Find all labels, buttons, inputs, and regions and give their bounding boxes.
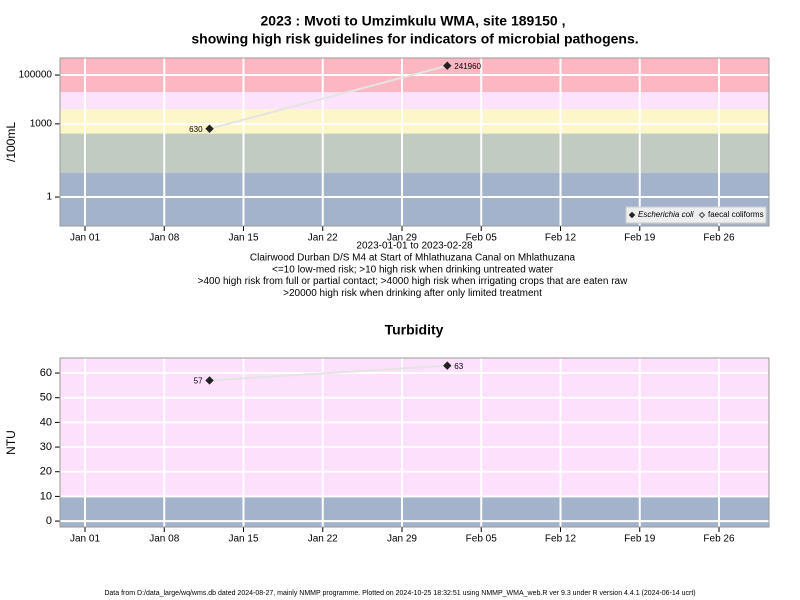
x-tick-label: Feb 12	[545, 534, 577, 545]
chart-title: 2023 : Mvoti to Umzimkulu WMA, site 1891…	[261, 13, 566, 29]
y-tick-label: 60	[40, 367, 52, 379]
y-tick-label: 0	[46, 515, 52, 527]
data-line	[209, 364, 448, 382]
risk-band	[60, 133, 769, 173]
x-tick-label: Jan 01	[70, 534, 100, 545]
x-tick-label: Jan 08	[149, 233, 179, 244]
x-tick-label: Jan 29	[387, 534, 417, 545]
risk-band	[60, 92, 769, 110]
note: Clairwood Durban D/S M4 at Start of Mhla…	[250, 253, 576, 264]
legend-label: faecal coliforms	[708, 210, 764, 219]
x-tick-label: Jan 01	[70, 233, 100, 244]
risk-band	[60, 496, 769, 527]
data-point	[443, 61, 452, 70]
chart-subtitle: showing high risk guidelines for indicat…	[191, 31, 638, 47]
plot-frame	[59, 357, 770, 528]
x-tick-label: Feb 05	[466, 534, 498, 545]
y-tick-label: 30	[40, 441, 52, 453]
data-point	[443, 361, 452, 370]
risk-band	[60, 358, 769, 497]
data-label: 63	[454, 362, 463, 371]
x-tick-label: Jan 15	[228, 233, 258, 244]
plot-frame	[59, 57, 770, 227]
x-tick-label: Feb 26	[703, 233, 735, 244]
note: <=10 low-med risk; >10 high risk when dr…	[272, 264, 554, 275]
y-tick-label: 1000	[30, 118, 53, 129]
legend-box	[625, 206, 767, 224]
y-tick-label: 10	[40, 490, 52, 502]
x-tick-label: Jan 22	[308, 534, 338, 545]
data-point	[205, 124, 214, 133]
y-tick-label: 100000	[19, 70, 53, 81]
y-axis-label: /100mL	[4, 122, 18, 162]
x-tick-label: Feb 05	[466, 233, 498, 244]
x-tick-label: Feb 26	[703, 534, 735, 545]
y-tick-label: 20	[40, 466, 52, 478]
x-tick-label: Jan 08	[149, 534, 179, 545]
note: >400 high risk from full or partial cont…	[198, 276, 628, 287]
risk-band	[60, 109, 769, 134]
legend-marker	[698, 211, 706, 219]
x-tick-label: Jan 29	[387, 233, 417, 244]
footer: Data from D:/data_large/wq/wms.db dated …	[104, 590, 695, 597]
y-tick-label: 40	[40, 416, 52, 428]
y-axis-label: NTU	[4, 430, 18, 455]
chart-title: Turbidity	[385, 322, 444, 338]
x-tick-label: Feb 19	[624, 233, 656, 244]
data-label: 241960	[454, 62, 481, 71]
data-label: 630	[189, 125, 203, 134]
x-axis-label: 2023-01-01 to 2023-02-28	[356, 241, 473, 252]
y-tick-label: 1	[46, 192, 52, 203]
x-tick-label: Jan 22	[308, 233, 338, 244]
x-tick-label: Feb 12	[545, 233, 577, 244]
note: >20000 high risk when drinking after onl…	[283, 288, 542, 299]
legend-label: Escherichia coli	[638, 210, 694, 219]
x-tick-label: Jan 15	[228, 534, 258, 545]
data-point	[205, 376, 214, 385]
legend-marker	[628, 211, 636, 219]
data-label: 57	[194, 377, 203, 386]
y-tick-label: 50	[40, 392, 52, 404]
x-tick-label: Feb 19	[624, 534, 656, 545]
data-line	[209, 64, 448, 130]
